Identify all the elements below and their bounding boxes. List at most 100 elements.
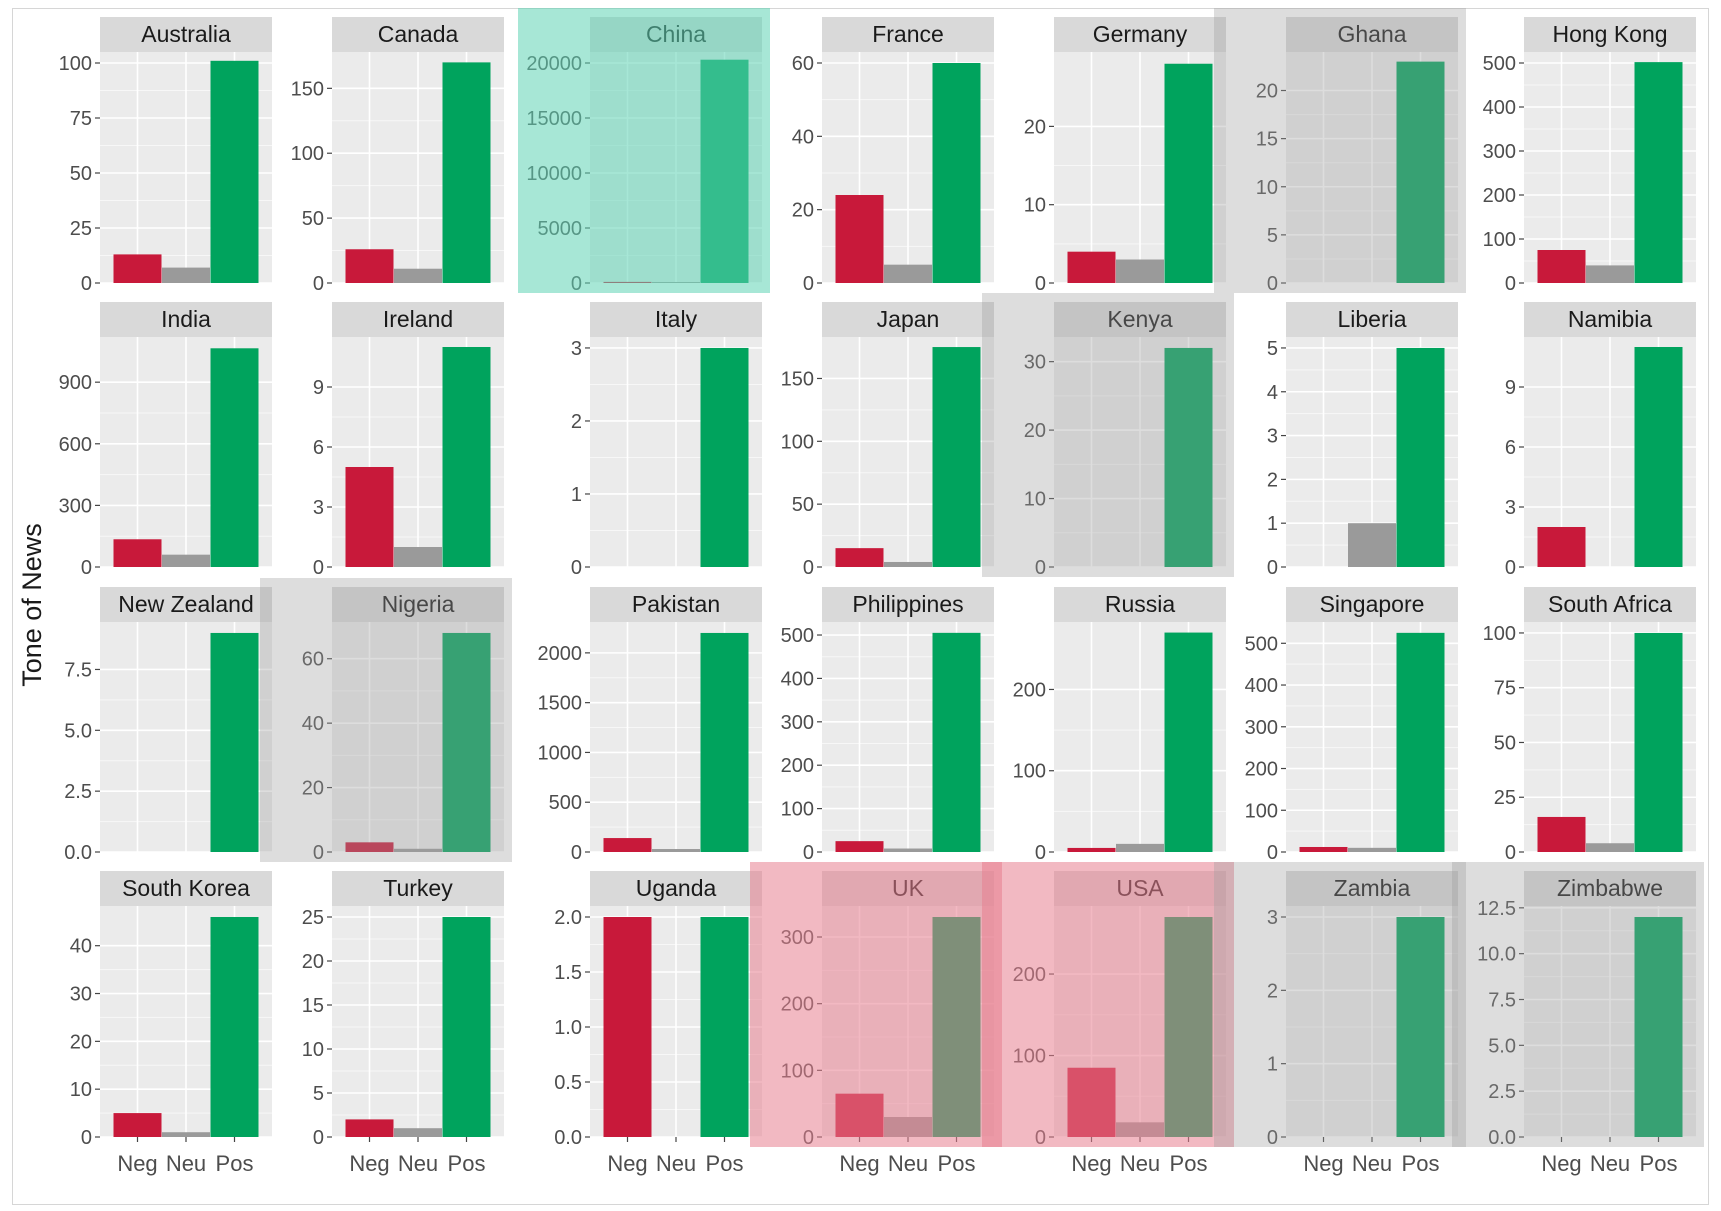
y-tick-label: 20: [1256, 81, 1278, 103]
facet-namibia: Namibia 0 3 6 9: [1505, 302, 1696, 579]
strip-background: [1524, 587, 1696, 622]
y-tick-label: 300: [1245, 717, 1278, 739]
facet-title: Zambia: [1334, 875, 1411, 901]
facet-title: Hong Kong: [1552, 21, 1667, 47]
y-tick-label: 100: [781, 799, 814, 821]
strip-background: [100, 302, 272, 337]
bar-pos: [1634, 632, 1683, 852]
strip-background: [1524, 302, 1696, 337]
x-tick-label: Pos: [938, 1151, 976, 1176]
y-tick-label: 10: [1024, 195, 1046, 217]
y-tick-label: 9: [1505, 377, 1516, 399]
bar-neg: [835, 548, 884, 567]
y-axis-label: Tone of News: [17, 523, 47, 687]
strip-background: [590, 587, 762, 622]
y-tick-label: 500: [549, 792, 582, 814]
y-tick-label: 25: [70, 218, 92, 240]
y-tick-label: 15: [302, 995, 324, 1017]
x-tick-label: Neg: [607, 1151, 647, 1176]
y-tick-label: 200: [1483, 185, 1516, 207]
facet-title: Turkey: [383, 875, 453, 901]
bar-pos: [1396, 632, 1445, 852]
y-tick-label: 30: [1024, 352, 1046, 374]
facet-canada: Canada 0 50 100 150: [291, 17, 504, 295]
strip-background: [822, 17, 994, 52]
bar-pos: [1164, 347, 1213, 567]
y-tick-label: 2.0: [554, 907, 582, 929]
bar-neu: [162, 267, 210, 283]
facet-usa: USA0100200NegNeuPos: [982, 862, 1234, 1176]
bar-pos: [1634, 347, 1683, 567]
y-tick-label: 10: [302, 1039, 324, 1061]
x-tick-label: Pos: [706, 1151, 744, 1176]
bar-neu: [162, 554, 210, 567]
strip-background: [100, 587, 272, 622]
highlight-overlay: [750, 862, 1002, 1147]
facet-zimbabwe: Zimbabwe 0.0 2.5 5.0 7.5 10.0 12.5 Neg Neu Pos: [1452, 862, 1704, 1176]
facet-title: Liberia: [1337, 306, 1406, 332]
y-tick-label: 150: [291, 78, 324, 100]
bar-neu: [394, 848, 442, 852]
bar-neg: [1537, 250, 1586, 283]
x-tick-label: Pos: [448, 1151, 486, 1176]
y-tick-label: 30: [70, 984, 92, 1006]
bar-neu: [884, 561, 932, 567]
y-tick-label: 5.0: [1488, 1035, 1516, 1057]
bar-pos: [700, 632, 749, 852]
y-tick-label: 40: [792, 126, 814, 148]
bar-neg: [603, 838, 652, 852]
facet-title: Ireland: [383, 306, 453, 332]
facet-liberia: Liberia 0 1 2 3 4 5: [1267, 302, 1458, 579]
facet-germany: Germany 0 10 20: [1024, 17, 1226, 295]
facet-title: Italy: [655, 306, 698, 332]
x-tick-label: Neg: [1303, 1151, 1343, 1176]
y-tick-label: 2: [571, 411, 582, 433]
strip-background: [822, 302, 994, 337]
bar-neg: [345, 842, 394, 852]
y-tick-label: 1000: [538, 742, 583, 764]
facet-title: Pakistan: [632, 591, 720, 617]
x-tick-label: Neg: [1071, 1151, 1111, 1176]
highlight-overlay: [260, 578, 512, 862]
bar-neu: [884, 848, 932, 852]
bar-pos: [932, 632, 981, 852]
bar-neg: [1067, 251, 1116, 283]
bar-pos: [442, 347, 491, 567]
bar-pos: [700, 917, 749, 1137]
facet-grid: Australia0255075100Canada050100150China0…: [59, 8, 1704, 1176]
strip-background: [1524, 871, 1696, 906]
y-tick-label: 0: [1267, 557, 1278, 579]
bar-neg: [835, 841, 884, 852]
bar-neu: [884, 264, 932, 283]
facet-south-korea: South Korea 0 10 20 30 40 Neg Neu Pos: [70, 871, 272, 1176]
x-tick-label: Pos: [1402, 1151, 1440, 1176]
bar-neg: [113, 1113, 162, 1137]
highlight-overlay: [1214, 8, 1466, 293]
y-tick-label: 25: [1494, 787, 1516, 809]
y-tick-label: 20: [1024, 116, 1046, 138]
bar-pos: [700, 347, 749, 567]
y-tick-label: 200: [1013, 679, 1046, 701]
y-tick-label: 1: [571, 484, 582, 506]
y-tick-label: 50: [1494, 732, 1516, 754]
y-tick-label: 0: [1035, 273, 1046, 295]
y-tick-label: 0: [81, 273, 92, 295]
strip-background: [1286, 17, 1458, 52]
bar-neu: [652, 849, 700, 852]
y-tick-label: 0: [1267, 273, 1278, 295]
facet-title: France: [872, 21, 944, 47]
strip-background: [1054, 587, 1226, 622]
facet-pakistan: Pakistan 0 500 1000 1500 2000: [538, 587, 762, 864]
y-tick-label: 5: [313, 1083, 324, 1105]
y-tick-label: 60: [792, 53, 814, 75]
y-tick-label: 0: [803, 273, 814, 295]
y-tick-label: 500: [781, 625, 814, 647]
bar-pos: [1634, 917, 1683, 1137]
y-tick-label: 100: [781, 431, 814, 453]
y-tick-label: 0: [1035, 557, 1046, 579]
bar-pos: [1396, 347, 1445, 567]
bar-neu: [1116, 843, 1164, 852]
x-tick-label: Neu: [1120, 1151, 1160, 1176]
y-tick-label: 9: [313, 377, 324, 399]
bar-neg: [113, 254, 162, 283]
